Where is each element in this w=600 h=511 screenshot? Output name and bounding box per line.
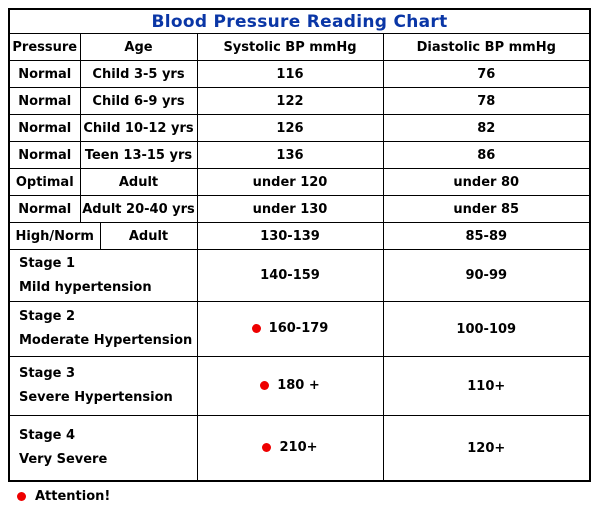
table-row: Normal Child 3-5 yrs 116 76	[8, 60, 591, 88]
col-header-pressure: Pressure	[8, 33, 81, 61]
cell-pressure: Normal	[8, 87, 81, 115]
cell-systolic: 122	[196, 87, 384, 115]
cell-age: Adult	[99, 222, 198, 250]
cell-age: Adult	[79, 168, 198, 196]
cell-diastolic: 110+	[382, 356, 591, 416]
attention-dot-icon	[260, 381, 270, 390]
attention-dot-icon	[262, 443, 272, 452]
cell-age: Child 3-5 yrs	[79, 60, 198, 88]
page-title: Blood Pressure Reading Chart	[8, 8, 591, 34]
cell-age: Child 10-12 yrs	[79, 114, 198, 142]
stage-severity: Very Severe	[19, 452, 108, 467]
cell-stage-label: Stage 4 Very Severe	[8, 415, 198, 482]
attention-dot-icon	[17, 492, 26, 501]
cell-diastolic: 90-99	[382, 249, 591, 302]
cell-pressure: High/Norm	[8, 222, 101, 250]
systolic-value: 180 +	[277, 378, 320, 393]
table-row: Stage 3 Severe Hypertension 180 + 110+	[8, 356, 591, 416]
table-row: Normal Adult 20-40 yrs under 130 under 8…	[8, 195, 591, 223]
cell-diastolic: 100-109	[382, 301, 591, 357]
cell-systolic: 160-179	[196, 301, 384, 357]
cell-age: Child 6-9 yrs	[79, 87, 198, 115]
cell-systolic: 140-159	[196, 249, 384, 302]
cell-age: Adult 20-40 yrs	[79, 195, 198, 223]
cell-diastolic: 78	[382, 87, 591, 115]
stage-name: Stage 2	[19, 309, 76, 324]
cell-pressure: Normal	[8, 114, 81, 142]
cell-pressure: Optimal	[8, 168, 81, 196]
stage-severity: Severe Hypertension	[19, 390, 173, 405]
cell-stage-label: Stage 1 Mild hypertension	[8, 249, 198, 302]
cell-systolic: 126	[196, 114, 384, 142]
stage-name: Stage 4	[19, 428, 76, 443]
table-row: Normal Child 10-12 yrs 126 82	[8, 114, 591, 142]
table-row: Stage 1 Mild hypertension 140-159 90-99	[8, 249, 591, 302]
cell-pressure: Normal	[8, 60, 81, 88]
cell-diastolic: 86	[382, 141, 591, 169]
cell-systolic: 116	[196, 60, 384, 88]
cell-stage-label: Stage 3 Severe Hypertension	[8, 356, 198, 416]
table-row: High/Norm Adult 130-139 85-89	[8, 222, 591, 250]
cell-pressure: Normal	[8, 195, 81, 223]
cell-systolic: 180 +	[196, 356, 384, 416]
cell-diastolic: under 80	[382, 168, 591, 196]
col-header-systolic: Systolic BP mmHg	[196, 33, 384, 61]
cell-diastolic: 82	[382, 114, 591, 142]
legend-label: Attention!	[35, 489, 111, 504]
cell-diastolic: under 85	[382, 195, 591, 223]
stage-severity: Moderate Hypertension	[19, 333, 193, 348]
table-row: Normal Teen 13-15 yrs 136 86	[8, 141, 591, 169]
table-row: Stage 2 Moderate Hypertension 160-179 10…	[8, 301, 591, 357]
cell-systolic: under 130	[196, 195, 384, 223]
cell-systolic: under 120	[196, 168, 384, 196]
stage-severity: Mild hypertension	[19, 279, 152, 295]
table-row: Stage 4 Very Severe 210+ 120+	[8, 415, 591, 482]
cell-systolic: 130-139	[196, 222, 384, 250]
cell-diastolic: 85-89	[382, 222, 591, 250]
cell-age: Teen 13-15 yrs	[79, 141, 198, 169]
stage-name: Stage 3	[19, 366, 76, 381]
bp-reading-chart-table: Blood Pressure Reading Chart Pressure Ag…	[8, 8, 592, 482]
legend: Attention!	[17, 489, 600, 504]
cell-systolic: 210+	[196, 415, 384, 482]
col-header-age: Age	[79, 33, 198, 61]
table-row: Optimal Adult under 120 under 80	[8, 168, 591, 196]
cell-diastolic: 120+	[382, 415, 591, 482]
cell-stage-label: Stage 2 Moderate Hypertension	[8, 301, 198, 357]
stage-name: Stage 1	[19, 255, 76, 271]
cell-diastolic: 76	[382, 60, 591, 88]
cell-systolic: 136	[196, 141, 384, 169]
table-row: Normal Child 6-9 yrs 122 78	[8, 87, 591, 115]
col-header-diastolic: Diastolic BP mmHg	[382, 33, 591, 61]
systolic-value: 160-179	[268, 321, 329, 336]
systolic-value: 210+	[279, 440, 318, 455]
cell-pressure: Normal	[8, 141, 81, 169]
attention-dot-icon	[251, 324, 261, 333]
